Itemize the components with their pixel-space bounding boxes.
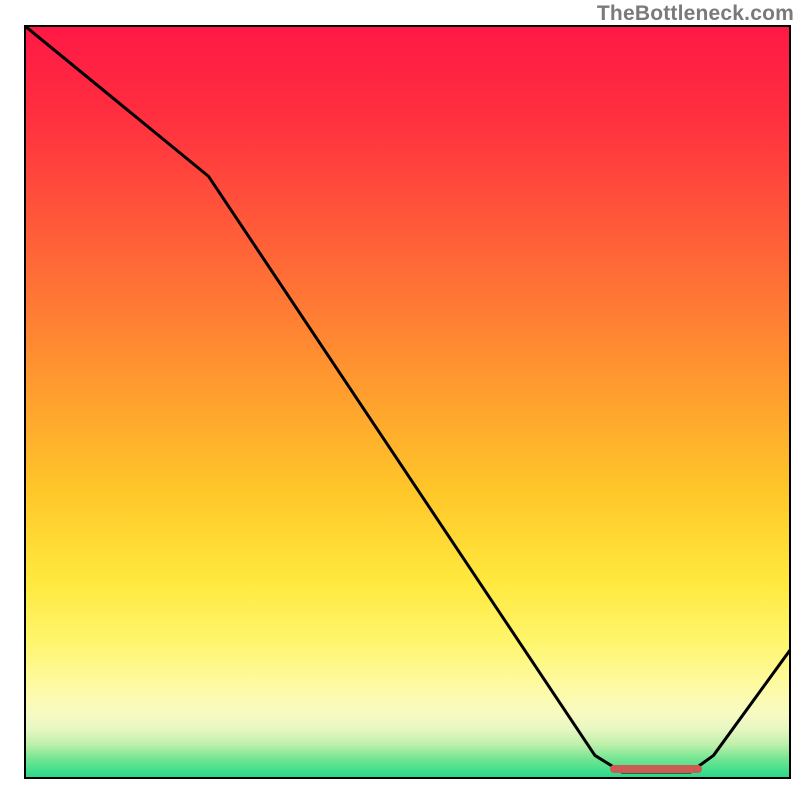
watermark-text: TheBottleneck.com bbox=[597, 2, 794, 26]
chart-container: TheBottleneck.com bbox=[0, 0, 800, 800]
gradient-background bbox=[25, 26, 790, 778]
bottleneck-chart bbox=[0, 0, 800, 800]
